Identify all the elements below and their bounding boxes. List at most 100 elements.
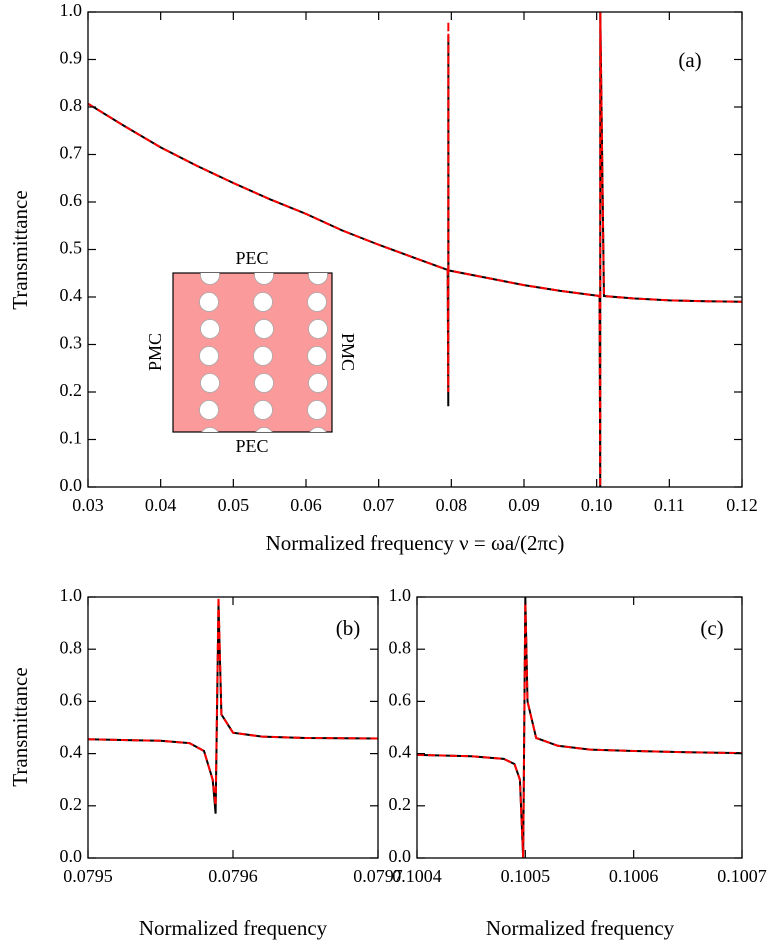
hole — [199, 292, 219, 312]
y-axis-label: Transmittance — [8, 667, 32, 786]
x-axis-label: Normalized frequency — [139, 916, 328, 940]
panel-label: (b) — [336, 616, 361, 640]
panel-label: (c) — [700, 616, 723, 640]
x-tick-label: 0.1007 — [717, 866, 767, 886]
hole — [363, 428, 382, 447]
y-tick-label: 0.8 — [60, 95, 83, 115]
y-tick-label: 1.0 — [60, 585, 83, 605]
hole — [470, 347, 489, 366]
holes — [146, 266, 490, 447]
hole — [147, 428, 166, 447]
hole — [471, 320, 490, 339]
hole — [146, 293, 165, 312]
x-tick-label: 0.05 — [218, 495, 250, 515]
y-axis-label: Transmittance — [8, 190, 32, 309]
panel-label: (a) — [678, 48, 701, 72]
y-tick-label: 0.4 — [60, 742, 83, 762]
inset-label: PMC — [145, 333, 165, 371]
hole — [417, 374, 436, 393]
y-tick-label: 0.2 — [60, 380, 83, 400]
hole — [471, 374, 490, 393]
hole — [254, 273, 274, 285]
y-tick-label: 0.0 — [60, 475, 83, 495]
hole — [147, 266, 166, 285]
hole — [471, 428, 490, 447]
hole — [147, 374, 166, 393]
hole — [200, 373, 220, 393]
x-tick-label: 0.07 — [363, 495, 395, 515]
x-tick-label: 0.1004 — [392, 866, 442, 886]
hole — [417, 266, 436, 285]
y-tick-label: 0.3 — [60, 333, 83, 353]
y-tick-label: 0.6 — [60, 690, 83, 710]
hole — [307, 400, 327, 420]
hole — [199, 400, 219, 420]
y-tick-label: 1.0 — [389, 585, 412, 605]
hole — [199, 346, 219, 366]
hole — [200, 319, 220, 339]
x-tick-label: 0.12 — [726, 495, 758, 515]
hole — [363, 374, 382, 393]
x-tick-label: 0.1005 — [501, 866, 551, 886]
inset-label: PEC — [235, 436, 268, 456]
y-tick-label: 0.0 — [60, 846, 83, 866]
y-tick-label: 0.6 — [389, 690, 412, 710]
hole — [253, 346, 273, 366]
series-line — [417, 596, 742, 859]
hole — [416, 347, 435, 366]
hole — [416, 293, 435, 312]
y-tick-label: 0.2 — [389, 794, 412, 814]
x-tick-label: 0.0795 — [63, 866, 113, 886]
y-tick-label: 0.8 — [389, 637, 412, 657]
hole — [308, 373, 328, 393]
hole — [417, 320, 436, 339]
hole — [253, 292, 273, 312]
hole — [362, 347, 381, 366]
x-tick-label: 0.03 — [72, 495, 104, 515]
y-tick-label: 0.4 — [389, 742, 412, 762]
inset-diagram — [146, 266, 490, 447]
y-tick-label: 0.4 — [60, 285, 83, 305]
hole — [308, 273, 328, 285]
x-tick-label: 0.10 — [581, 495, 613, 515]
hole — [200, 273, 220, 285]
y-tick-label: 0.5 — [60, 238, 83, 258]
x-tick-label: 0.0797 — [353, 866, 403, 886]
y-tick-label: 0.9 — [60, 48, 83, 68]
x-tick-label: 0.08 — [436, 495, 468, 515]
hole — [253, 400, 273, 420]
x-tick-label: 0.09 — [508, 495, 540, 515]
y-tick-label: 0.2 — [60, 794, 83, 814]
hole — [416, 401, 435, 420]
hole — [308, 319, 328, 339]
inset-label: PEC — [235, 248, 268, 268]
x-axis-label: Normalized frequency ν = ωa/(2πc) — [266, 531, 565, 555]
y-tick-label: 0.0 — [389, 846, 412, 866]
x-axis-label: Normalized frequency — [486, 916, 675, 940]
hole — [470, 293, 489, 312]
hole — [309, 427, 327, 432]
hole — [307, 292, 327, 312]
hole — [363, 320, 382, 339]
hole — [146, 401, 165, 420]
y-tick-label: 1.0 — [60, 0, 83, 20]
y-tick-label: 0.8 — [60, 637, 83, 657]
y-tick-label: 0.6 — [60, 190, 83, 210]
x-tick-label: 0.1006 — [609, 866, 659, 886]
series-line — [88, 596, 378, 806]
hole — [254, 319, 274, 339]
plot-frame — [87, 596, 379, 859]
hole — [254, 373, 274, 393]
plot-frame — [416, 596, 743, 859]
hole — [470, 401, 489, 420]
y-tick-label: 0.7 — [60, 143, 83, 163]
series-line — [417, 602, 742, 859]
y-tick-label: 0.1 — [60, 428, 83, 448]
hole — [362, 293, 381, 312]
hole — [363, 266, 382, 285]
series-line — [88, 604, 378, 814]
hole — [201, 427, 219, 432]
x-tick-label: 0.04 — [145, 495, 177, 515]
x-tick-label: 0.06 — [290, 495, 322, 515]
